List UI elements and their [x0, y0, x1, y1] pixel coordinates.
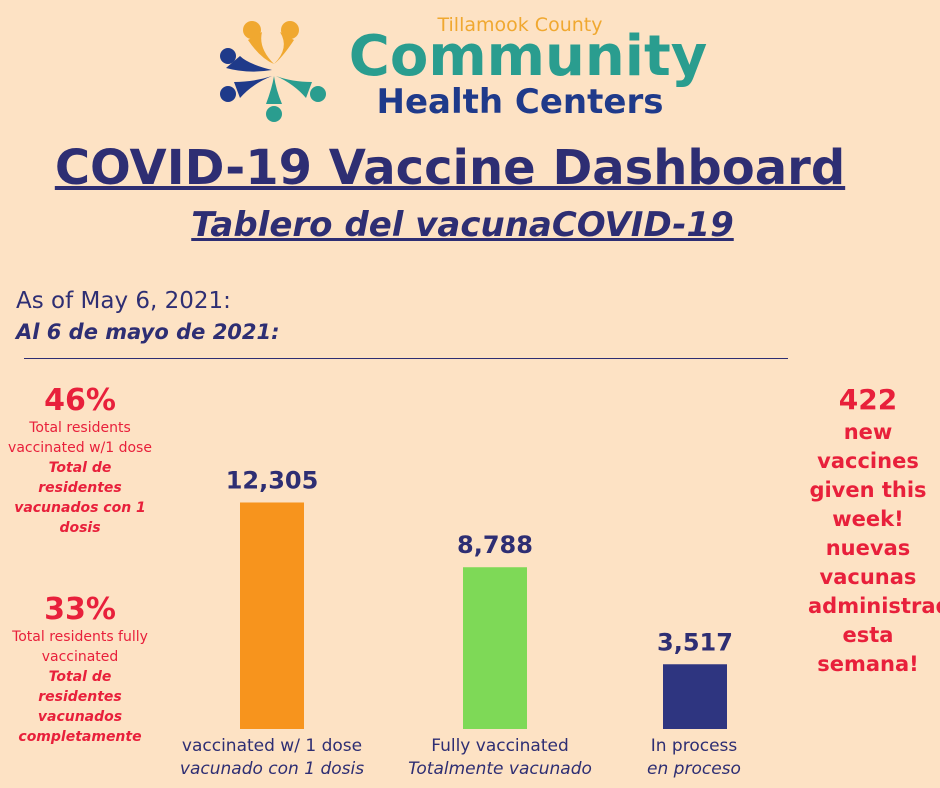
weekly-label-es: nuevas vacunas administradas esta semana… — [808, 536, 940, 676]
logo-icon — [220, 21, 326, 122]
bar-value-label-0: 12,305 — [226, 466, 319, 494]
category-label-es-0: vacunado con 1 dosis — [180, 759, 364, 779]
bar-0 — [240, 502, 304, 729]
bar-value-label-2: 3,517 — [657, 628, 733, 656]
weekly-number: 422 — [838, 383, 898, 416]
stat-one-dose-label-es: Total de residentes vacunados con 1 dosi… — [14, 460, 146, 536]
logo-health-centers-text: Health Centers — [376, 82, 664, 122]
logo-county-text: Tillamook County — [437, 14, 603, 36]
page-subtitle: Tablero del vacunaCOVID-19 — [191, 205, 734, 245]
stat-fully-label-en: Total residents fully vaccinated — [12, 629, 148, 665]
divider — [24, 358, 788, 359]
stat-one-dose-label-en: Total residents vaccinated w/1 dose — [8, 420, 152, 456]
stat-fully-label-es: Total de residentes vacunados completame… — [18, 669, 142, 745]
stat-fully-percent: 33% — [44, 592, 116, 627]
bar-2 — [663, 664, 727, 729]
weekly-new-vaccines: 422 new vaccines given this week! nuevas… — [808, 382, 940, 679]
category-label-es-1: Totalmente vacunado — [408, 759, 592, 779]
bar-1 — [463, 567, 527, 729]
category-label-en-2: In process — [651, 736, 738, 756]
logo-community-text: Community — [348, 24, 708, 89]
category-label-es-2: en proceso — [647, 759, 741, 779]
category-label-en-1: Fully vaccinated — [431, 736, 569, 756]
weekly-label-en: new vaccines given this week! — [809, 420, 927, 531]
stat-one-dose: 46% Total residents vaccinated w/1 dose … — [6, 383, 154, 538]
stat-fully: 33% Total residents fully vaccinated Tot… — [6, 592, 154, 747]
as-of-date-en: As of May 6, 2021: — [16, 288, 231, 314]
page-title: COVID-19 Vaccine Dashboard — [54, 140, 846, 196]
stat-one-dose-percent: 46% — [44, 383, 116, 418]
bar-value-label-1: 8,788 — [457, 531, 533, 559]
category-label-en-0: vaccinated w/ 1 dose — [182, 736, 362, 756]
as-of-date-es: Al 6 de mayo de 2021: — [16, 320, 280, 344]
